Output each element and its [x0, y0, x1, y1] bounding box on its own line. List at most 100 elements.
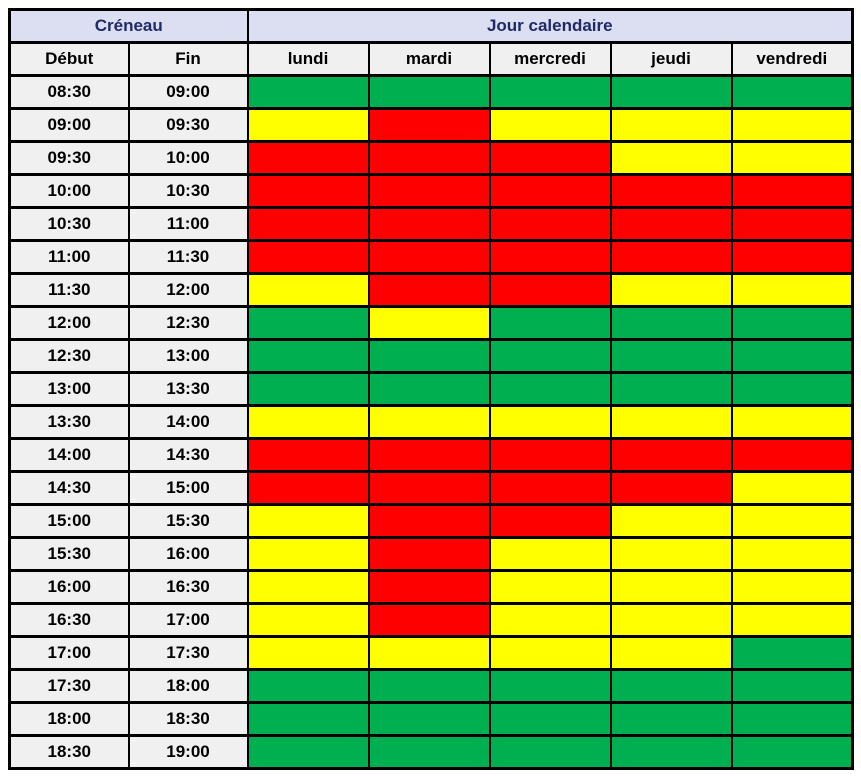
- table-row: 18:30 19:00: [8, 734, 854, 770]
- fin-cell: 16:30: [127, 569, 249, 605]
- debut-cell: 12:30: [8, 338, 130, 374]
- column-header-mercredi: mercredi: [488, 41, 612, 77]
- slots-body: 08:30 09:00 09:00 09:30 09:30 10:00 10:00 10:30…: [8, 74, 854, 770]
- debut-cell: 13:30: [8, 404, 130, 440]
- slot-cell-jeudi: [609, 701, 733, 737]
- slot-cell-lundi: [246, 239, 370, 275]
- slot-cell-mercredi: [488, 107, 612, 143]
- table-row: 17:00 17:30: [8, 635, 854, 671]
- slot-cell-mercredi: [488, 569, 612, 605]
- slot-cell-jeudi: [609, 734, 733, 770]
- slot-cell-mercredi: [488, 470, 612, 506]
- table-row: 18:00 18:30: [8, 701, 854, 737]
- slot-cell-lundi: [246, 734, 370, 770]
- slot-cell-vendredi: [730, 239, 854, 275]
- slot-cell-vendredi: [730, 437, 854, 473]
- slot-cell-mardi: [367, 305, 491, 341]
- column-header-mardi: mardi: [367, 41, 491, 77]
- slot-cell-lundi: [246, 404, 370, 440]
- slot-cell-mardi: [367, 140, 491, 176]
- slot-cell-mercredi: [488, 338, 612, 374]
- debut-cell: 12:00: [8, 305, 130, 341]
- table-row: 08:30 09:00: [8, 74, 854, 110]
- slot-cell-mardi: [367, 437, 491, 473]
- table-row: 12:00 12:30: [8, 305, 854, 341]
- slot-cell-lundi: [246, 74, 370, 110]
- table-row: 12:30 13:00: [8, 338, 854, 374]
- slot-cell-mercredi: [488, 668, 612, 704]
- fin-cell: 18:30: [127, 701, 249, 737]
- slot-cell-jeudi: [609, 173, 733, 209]
- table-row: 13:30 14:00: [8, 404, 854, 440]
- slot-cell-lundi: [246, 371, 370, 407]
- table-row: 11:30 12:00: [8, 272, 854, 308]
- debut-cell: 15:00: [8, 503, 130, 539]
- table-row: 16:00 16:30: [8, 569, 854, 605]
- slot-cell-vendredi: [730, 305, 854, 341]
- slot-cell-vendredi: [730, 371, 854, 407]
- table-row: 09:00 09:30: [8, 107, 854, 143]
- slot-cell-mercredi: [488, 305, 612, 341]
- slot-cell-jeudi: [609, 74, 733, 110]
- slot-cell-jeudi: [609, 206, 733, 242]
- slot-cell-vendredi: [730, 635, 854, 671]
- creneau-group-header: Créneau: [8, 8, 249, 44]
- fin-cell: 10:00: [127, 140, 249, 176]
- debut-cell: 10:30: [8, 206, 130, 242]
- table-row: 17:30 18:00: [8, 668, 854, 704]
- table-row: 10:00 10:30: [8, 173, 854, 209]
- slot-cell-jeudi: [609, 239, 733, 275]
- fin-cell: 15:30: [127, 503, 249, 539]
- fin-cell: 18:00: [127, 668, 249, 704]
- slot-cell-mercredi: [488, 404, 612, 440]
- slot-cell-vendredi: [730, 536, 854, 572]
- slot-cell-mardi: [367, 668, 491, 704]
- slot-cell-lundi: [246, 536, 370, 572]
- fin-cell: 12:30: [127, 305, 249, 341]
- slot-cell-jeudi: [609, 338, 733, 374]
- debut-cell: 17:00: [8, 635, 130, 671]
- slot-cell-lundi: [246, 470, 370, 506]
- slot-cell-vendredi: [730, 107, 854, 143]
- slot-cell-vendredi: [730, 503, 854, 539]
- column-header-jeudi: jeudi: [609, 41, 733, 77]
- slot-cell-mercredi: [488, 239, 612, 275]
- debut-cell: 09:00: [8, 107, 130, 143]
- debut-cell: 08:30: [8, 74, 130, 110]
- debut-cell: 15:30: [8, 536, 130, 572]
- debut-cell: 16:30: [8, 602, 130, 638]
- table-row: 11:00 11:30: [8, 239, 854, 275]
- slot-cell-mardi: [367, 206, 491, 242]
- slot-cell-mardi: [367, 701, 491, 737]
- column-header-vendredi: vendredi: [730, 41, 854, 77]
- slot-cell-lundi: [246, 173, 370, 209]
- slot-cell-lundi: [246, 437, 370, 473]
- slot-cell-jeudi: [609, 503, 733, 539]
- slot-cell-mardi: [367, 272, 491, 308]
- slot-cell-vendredi: [730, 140, 854, 176]
- slot-cell-mercredi: [488, 602, 612, 638]
- slot-cell-vendredi: [730, 602, 854, 638]
- slot-cell-lundi: [246, 569, 370, 605]
- table-row: 09:30 10:00: [8, 140, 854, 176]
- table-row: 10:30 11:00: [8, 206, 854, 242]
- fin-cell: 12:00: [127, 272, 249, 308]
- slot-cell-lundi: [246, 503, 370, 539]
- slot-cell-vendredi: [730, 668, 854, 704]
- slot-cell-jeudi: [609, 668, 733, 704]
- slot-cell-lundi: [246, 305, 370, 341]
- slot-cell-mercredi: [488, 206, 612, 242]
- slot-cell-mercredi: [488, 701, 612, 737]
- slot-cell-lundi: [246, 602, 370, 638]
- slot-cell-mercredi: [488, 536, 612, 572]
- table-row: 13:00 13:30: [8, 371, 854, 407]
- slot-cell-mercredi: [488, 437, 612, 473]
- fin-cell: 09:30: [127, 107, 249, 143]
- slot-cell-mardi: [367, 536, 491, 572]
- table-row: 14:30 15:00: [8, 470, 854, 506]
- slot-cell-jeudi: [609, 569, 733, 605]
- column-header-debut: Début: [8, 41, 130, 77]
- slot-cell-jeudi: [609, 371, 733, 407]
- slot-cell-jeudi: [609, 404, 733, 440]
- debut-cell: 14:30: [8, 470, 130, 506]
